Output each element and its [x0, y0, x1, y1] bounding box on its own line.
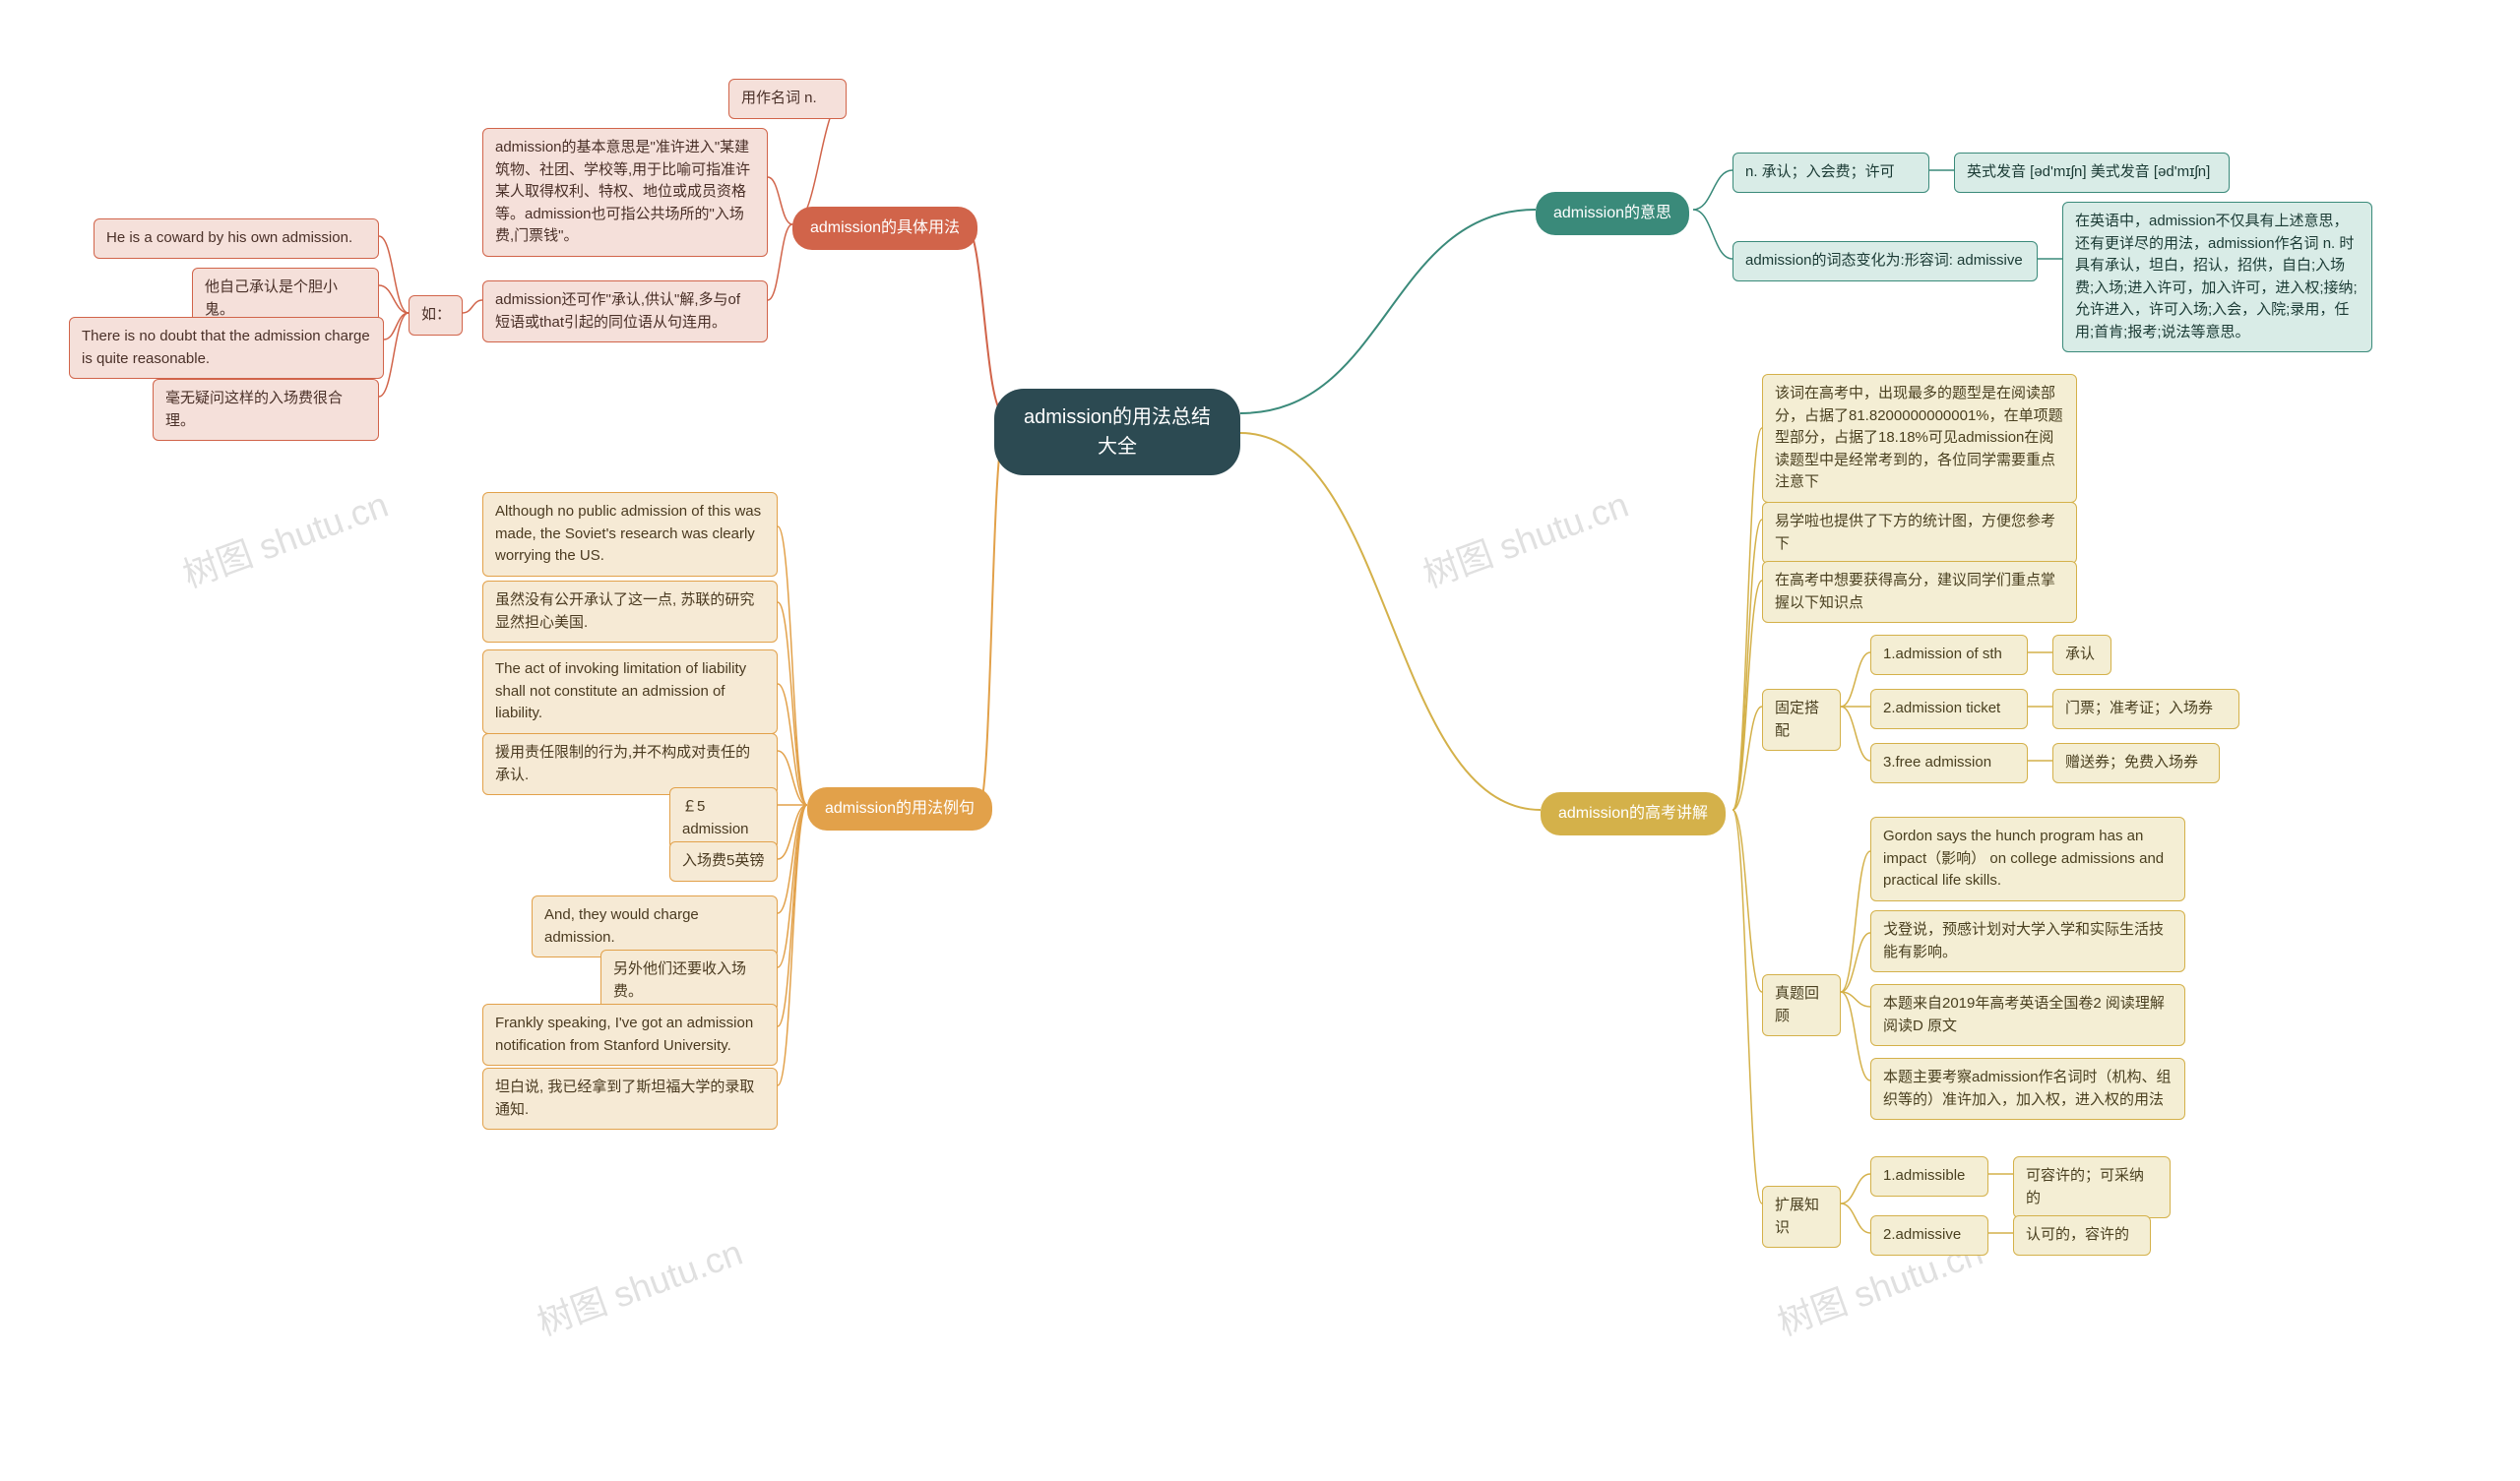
leaf: admission的基本意思是"准许进入"某建筑物、社团、学校等,用于比喻可指准…: [482, 128, 768, 257]
leaf: Frankly speaking, I've got an admission …: [482, 1004, 778, 1066]
branch-gaokao[interactable]: admission的高考讲解: [1541, 792, 1726, 835]
branch-usage[interactable]: admission的具体用法: [792, 207, 977, 250]
watermark: 树图 shutu.cn: [1416, 476, 1635, 597]
leaf: There is no doubt that the admission cha…: [69, 317, 384, 379]
leaf: 2.admission ticket: [1870, 689, 2028, 729]
branch-examples[interactable]: admission的用法例句: [807, 787, 992, 831]
watermark: 树图 shutu.cn: [175, 476, 395, 597]
leaf: admission的词态变化为:形容词: admissive: [1732, 241, 2038, 281]
leaf: 戈登说，预感计划对大学入学和实际生活技能有影响。: [1870, 910, 2185, 972]
leaf: 3.free admission: [1870, 743, 2028, 783]
leaf: 毫无疑问这样的入场费很合理。: [153, 379, 379, 441]
leaf: 入场费5英镑: [669, 841, 778, 882]
leaf: 1.admissible: [1870, 1156, 1988, 1197]
leaf: 英式发音 [əd'mɪʃn] 美式发音 [əd'mɪʃn]: [1954, 153, 2230, 193]
leaf-sublabel: 固定搭配: [1762, 689, 1841, 751]
leaf: 易学啦也提供了下方的统计图，方便您参考下: [1762, 502, 2077, 564]
branch-meaning[interactable]: admission的意思: [1536, 192, 1689, 235]
leaf-sublabel: 如：: [409, 295, 463, 336]
leaf: Gordon says the hunch program has an imp…: [1870, 817, 2185, 901]
leaf: 认可的，容许的: [2013, 1215, 2151, 1256]
leaf: And, they would charge admission.: [532, 895, 778, 957]
center-topic[interactable]: admission的用法总结大全: [994, 389, 1240, 475]
leaf-sublabel: 扩展知识: [1762, 1186, 1841, 1248]
leaf: 用作名词 n.: [728, 79, 847, 119]
leaf: ￡5 admission: [669, 787, 778, 849]
leaf: 门票；准考证；入场券: [2052, 689, 2239, 729]
leaf: 虽然没有公开承认了这一点, 苏联的研究显然担心美国.: [482, 581, 778, 643]
leaf: 坦白说, 我已经拿到了斯坦福大学的录取通知.: [482, 1068, 778, 1130]
leaf: admission还可作"承认,供认"解,多与of短语或that引起的同位语从句…: [482, 280, 768, 342]
leaf: 该词在高考中，出现最多的题型是在阅读部分，占据了81.8200000000001…: [1762, 374, 2077, 503]
leaf: Although no public admission of this was…: [482, 492, 778, 577]
leaf: 在高考中想要获得高分，建议同学们重点掌握以下知识点: [1762, 561, 2077, 623]
leaf: 赠送券；免费入场券: [2052, 743, 2220, 783]
leaf: He is a coward by his own admission.: [94, 218, 379, 259]
leaf-sublabel: 真题回顾: [1762, 974, 1841, 1036]
leaf: 援用责任限制的行为,并不构成对责任的承认.: [482, 733, 778, 795]
leaf: 可容许的；可采纳的: [2013, 1156, 2171, 1218]
leaf: The act of invoking limitation of liabil…: [482, 649, 778, 734]
leaf: n. 承认；入会费；许可: [1732, 153, 1929, 193]
leaf: 承认: [2052, 635, 2111, 675]
leaf: 另外他们还要收入场费。: [600, 950, 778, 1012]
leaf: 1.admission of sth: [1870, 635, 2028, 675]
leaf: 本题来自2019年高考英语全国卷2 阅读理解 阅读D 原文: [1870, 984, 2185, 1046]
leaf: 2.admissive: [1870, 1215, 1988, 1256]
leaf: 在英语中，admission不仅具有上述意思，还有更详尽的用法，admissio…: [2062, 202, 2372, 352]
watermark: 树图 shutu.cn: [530, 1224, 749, 1345]
leaf: 本题主要考察admission作名词时（机构、组织等的）准许加入，加入权，进入权…: [1870, 1058, 2185, 1120]
